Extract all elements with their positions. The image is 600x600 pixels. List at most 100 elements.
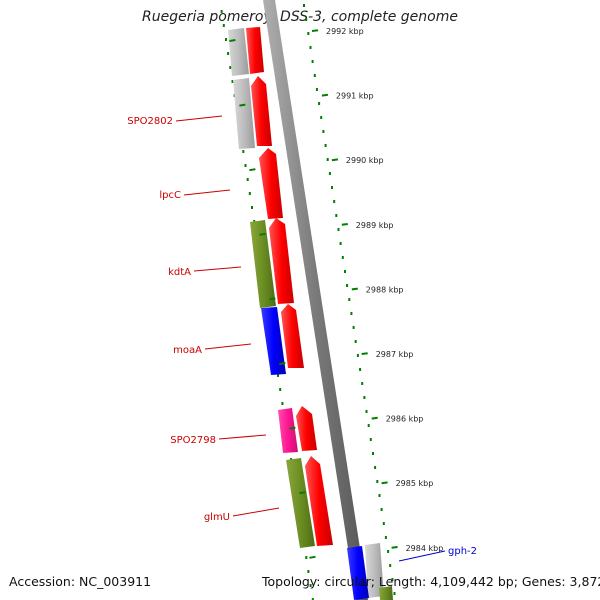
ring-dot [354,340,357,343]
ring-dot [387,550,390,553]
ring-dot [318,102,321,105]
genome-backbone [263,0,368,600]
ring-dot [346,284,349,287]
kbp-tick-label: 2990 kbp [346,156,384,165]
ring-dot [227,52,230,55]
ring-dot [369,438,372,441]
cds-arrow-forward [246,27,264,74]
gene-label: moaA [173,345,202,356]
ring-dot [281,402,284,405]
genome-summary-text: Topology: circular; Length: 4,109,442 bp… [262,574,600,589]
gene-label: gph-2 [448,546,477,557]
cds-arrow-forward [259,148,283,219]
ring-dot [367,424,370,427]
kbp-tick-mark [331,158,339,162]
kbp-tick-mark [321,93,329,97]
ring-dot [350,312,353,315]
kbp-tick-label: 2986 kbp [386,415,424,424]
green-gene-block [286,458,315,548]
inner-tick-mark [259,232,266,236]
gray-gene-block [233,78,255,149]
cds-arrow-forward [281,304,304,368]
cds-arrow-forward [305,456,333,546]
kbp-tick-mark [381,481,388,485]
kbp-tick-mark [371,416,378,420]
inner-tick-mark [309,555,316,559]
ring-dot [251,206,253,209]
outer-dotted-ring [303,4,396,595]
gene-label: SPO2798 [170,435,216,446]
ring-dot [380,508,383,511]
ring-dot [328,172,331,175]
ring-dot [324,144,327,147]
kbp-tick-label: 2984 kbp [406,544,444,553]
ring-dot [229,66,232,69]
ring-dot [320,116,323,119]
ring-dot [333,200,336,203]
label-line-lpcc [183,189,231,196]
ring-dot [348,298,351,301]
kbp-tick-mark [311,29,319,32]
ring-dot [376,480,379,483]
ring-dot [315,88,318,91]
inner-tick-mark [249,168,256,172]
ring-dot [311,598,314,600]
ring-dot [305,18,308,21]
ring-dot [311,60,314,63]
ring-dot [277,374,279,377]
label-line-spo2798 [218,434,267,440]
gene-label: lpcC [159,190,181,201]
ring-dot [361,382,364,385]
ring-dot [382,522,385,525]
kbp-tick-label: 2991 kbp [336,92,374,101]
ring-dot [356,354,359,357]
ring-dot [365,410,368,413]
label-line-kdta [193,266,242,272]
kbp-tick-mark [351,287,358,291]
ring-dot [337,228,340,231]
kbp-tick-label: 2987 kbp [376,350,414,359]
kbp-tick-label: 2989 kbp [356,221,394,230]
ring-dot [279,388,282,391]
ring-dot [222,24,225,27]
ring-dot [331,186,333,189]
inner-tick-mark [279,362,286,365]
gene-label: kdtA [168,267,191,278]
ring-dot [335,214,338,217]
ring-dot [309,46,312,49]
ring-dot [363,396,366,399]
label-line-spo2802 [175,115,223,122]
kbp-tick-mark [341,223,348,226]
cds-arrow-forward [296,406,317,451]
ring-dot [231,80,234,83]
ring-dot [244,164,247,167]
ring-dot [372,452,374,455]
accession-text: Accession: NC_003911 [9,574,152,589]
ring-dot [393,592,396,595]
pink-gene-block [278,408,298,453]
label-line-glmu [232,507,280,517]
cds-arrow-forward [251,76,272,146]
ring-dot [344,270,346,273]
ring-dot [384,536,387,539]
label-line-gph2 [398,550,446,562]
gene-label-lines [175,115,446,562]
ring-dot [220,10,223,13]
label-line-moaa [204,343,252,350]
ring-dot [352,326,355,329]
inner-tick-mark [299,491,306,495]
ring-dot [389,564,392,567]
gene-label: glmU [204,512,230,523]
ring-dot [225,38,227,41]
blue-gene-block [347,546,369,600]
inner-tick-mark [269,297,276,301]
inner-tick-mark [229,39,236,42]
green-gene-block [250,220,276,308]
kbp-tick-label: 2992 kbp [326,27,364,36]
inner-tick-mark [239,103,246,107]
ring-dot [374,466,377,469]
kbp-tick-label: 2988 kbp [366,285,404,294]
ring-dot [305,556,308,559]
kbp-tick-mark [361,352,368,355]
